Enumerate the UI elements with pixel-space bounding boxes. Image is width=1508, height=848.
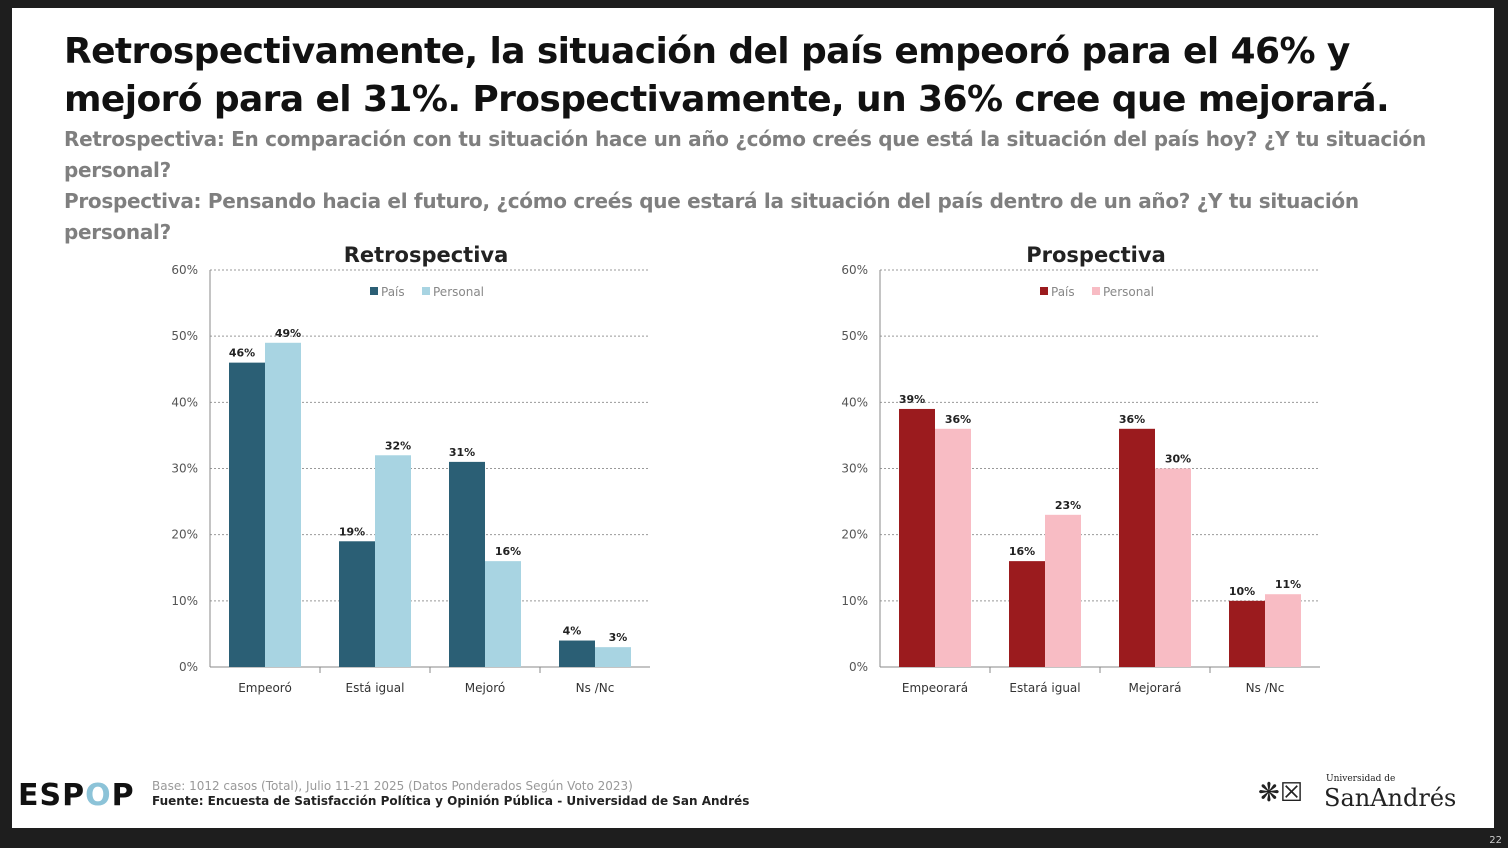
x-tick-label: Mejoró: [465, 681, 505, 695]
data-label: 49%: [275, 327, 301, 340]
legend-swatch: [1092, 287, 1100, 295]
y-tick-label: 20%: [171, 528, 198, 542]
data-label: 19%: [339, 525, 365, 538]
x-tick-label: Mejorará: [1129, 681, 1182, 695]
legend-swatch: [422, 287, 430, 295]
bar-país: [1009, 561, 1045, 667]
logo-small-text: Universidad de: [1326, 774, 1396, 784]
legend-label: País: [1051, 285, 1075, 299]
y-tick-label: 20%: [841, 528, 868, 542]
bar-país: [229, 362, 265, 667]
data-label: 30%: [1165, 453, 1191, 466]
legend-swatch: [1040, 287, 1048, 295]
data-label: 36%: [945, 413, 971, 426]
footer-source: Fuente: Encuesta de Satisfacción Polític…: [152, 794, 750, 808]
y-tick-label: 50%: [171, 329, 198, 343]
data-label: 39%: [899, 393, 925, 406]
data-label: 36%: [1119, 413, 1145, 426]
footer-base: Base: 1012 casos (Total), Julio 11-21 20…: [152, 779, 633, 793]
y-tick-label: 30%: [171, 462, 198, 476]
bar-país: [1119, 428, 1155, 667]
bar-país: [1229, 600, 1265, 667]
logo-big-text: SanAndrés: [1324, 784, 1457, 812]
x-tick-label: Ns /Nc: [576, 681, 615, 695]
footer: Base: 1012 casos (Total), Julio 11-21 20…: [152, 779, 749, 809]
legend-label: Personal: [1103, 285, 1154, 299]
y-tick-label: 0%: [179, 660, 198, 674]
data-label: 16%: [495, 545, 521, 558]
y-tick-label: 30%: [841, 462, 868, 476]
x-tick-label: Está igual: [346, 681, 405, 695]
bar-país: [899, 408, 935, 667]
data-label: 10%: [1229, 585, 1255, 598]
x-tick-label: Ns /Nc: [1246, 681, 1285, 695]
bar-personal: [375, 455, 411, 667]
bar-país: [339, 541, 375, 667]
x-tick-label: Estará igual: [1009, 681, 1080, 695]
espop-logo: ESPOP: [18, 778, 135, 813]
subtitle-prospectiva: Prospectiva: Pensando hacia el futuro, ¿…: [64, 189, 1359, 244]
bar-personal: [595, 647, 631, 667]
subtitle-retrospectiva: Retrospectiva: En comparación con tu sit…: [64, 127, 1426, 182]
y-tick-label: 10%: [171, 594, 198, 608]
data-label: 46%: [229, 347, 255, 360]
y-tick-label: 60%: [841, 263, 868, 277]
data-label: 31%: [449, 446, 475, 459]
crest-icon: ❋☒: [1258, 778, 1304, 808]
y-tick-label: 50%: [841, 329, 868, 343]
bar-personal: [935, 428, 971, 667]
bar-personal: [1155, 468, 1191, 667]
data-label: 23%: [1055, 499, 1081, 512]
y-tick-label: 0%: [849, 660, 868, 674]
y-tick-label: 40%: [171, 395, 198, 409]
bar-personal: [1045, 514, 1081, 667]
legend-label: País: [381, 285, 405, 299]
san-andres-logo: ❋☒ Universidad de SanAndrés: [1258, 772, 1468, 816]
bar-país: [449, 461, 485, 667]
chart-title: Retrospectiva: [344, 243, 509, 267]
data-label: 11%: [1275, 578, 1301, 591]
data-label: 16%: [1009, 545, 1035, 558]
bar-personal: [1265, 594, 1301, 667]
legend-label: Personal: [433, 285, 484, 299]
y-tick-label: 40%: [841, 395, 868, 409]
data-label: 3%: [609, 631, 628, 644]
y-tick-label: 60%: [171, 263, 198, 277]
slide-title: Retrospectivamente, la situación del paí…: [64, 31, 1390, 120]
bar-personal: [485, 561, 521, 667]
legend-swatch: [370, 287, 378, 295]
bar-personal: [265, 342, 301, 667]
chart-title: Prospectiva: [1026, 243, 1166, 267]
data-label: 4%: [563, 625, 582, 638]
slide-subtitle: Retrospectiva: En comparación con tu sit…: [64, 124, 1464, 248]
y-tick-label: 10%: [841, 594, 868, 608]
page-number: 22: [1489, 835, 1502, 846]
data-label: 32%: [385, 439, 411, 452]
bar-país: [559, 640, 595, 667]
x-tick-label: Empeorará: [902, 681, 968, 695]
x-tick-label: Empeoró: [238, 681, 292, 695]
